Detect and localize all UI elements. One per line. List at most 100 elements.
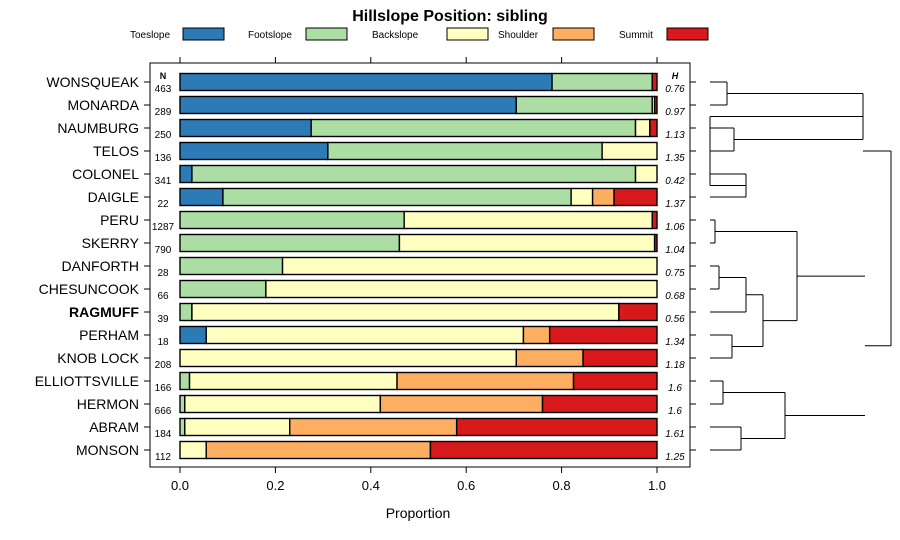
category-label: KNOB LOCK (57, 350, 139, 366)
legend-label-shoulder: Shoulder (498, 30, 539, 41)
bar-segment-backslope (184, 394, 382, 414)
n-value: 66 (157, 291, 169, 302)
category-label: MONARDA (67, 97, 139, 113)
bar-segment-toeslope (179, 118, 312, 138)
bar-segment-footslope (179, 233, 401, 253)
bar-segment-summit (541, 394, 658, 414)
legend-swatch-summit (666, 27, 709, 41)
n-value: 28 (157, 268, 169, 279)
legend-label-footslope: Footslope (248, 30, 292, 41)
bar-segment-summit (651, 210, 658, 230)
h-value: 1.25 (665, 452, 685, 463)
n-value: 184 (155, 429, 172, 440)
bar-segment-backslope (634, 118, 651, 138)
bar-segment-footslope (222, 187, 572, 207)
bar-segment-footslope (179, 417, 186, 437)
bar-segment-shoulder (289, 417, 458, 437)
n-value: 666 (155, 406, 172, 417)
legend-label-backslope: Backslope (372, 30, 419, 41)
bar-segment-shoulder (522, 325, 551, 345)
n-value: 18 (157, 337, 169, 348)
n-value: 790 (155, 245, 172, 256)
bar-segment-summit (653, 95, 658, 115)
category-label: CHESUNCOOK (39, 281, 140, 297)
n-header: N (160, 71, 167, 81)
bar-segment-backslope (265, 279, 658, 299)
bar-segment-backslope (188, 371, 398, 391)
legend-label-summit: Summit (619, 30, 653, 41)
bar-segment-footslope (515, 95, 653, 115)
bar-segment-backslope (570, 187, 594, 207)
bar-segment-summit (429, 440, 658, 460)
bar-segment-footslope (310, 118, 637, 138)
x-tick-label: 0.0 (171, 478, 189, 493)
bar-segment-backslope (191, 302, 620, 322)
category-label: TELOS (93, 143, 139, 159)
n-value: 208 (155, 360, 172, 371)
h-value: 0.68 (665, 291, 685, 302)
h-value: 1.04 (665, 245, 685, 256)
n-value: 166 (155, 383, 172, 394)
bar-segment-backslope (398, 233, 656, 253)
bar-segment-shoulder (515, 348, 584, 368)
x-tick-label: 1.0 (648, 478, 666, 493)
n-value: 39 (157, 314, 169, 325)
category-label: NAUMBURG (57, 120, 139, 136)
h-value: 0.56 (665, 314, 685, 325)
x-tick-label: 0.6 (457, 478, 475, 493)
bar-segment-summit (455, 417, 658, 437)
h-value: 0.97 (665, 107, 685, 118)
n-value: 341 (155, 176, 172, 187)
bar-segment-backslope (179, 348, 517, 368)
n-value: 250 (155, 130, 172, 141)
x-tick-label: 0.4 (362, 478, 380, 493)
h-header: H (672, 71, 679, 81)
bar-segment-toeslope (179, 164, 193, 184)
n-value: 112 (155, 452, 171, 463)
plot-area: 0.0 0.2 0.4 0.6 0.8 1.0 N H WONSQUEAK 463 0.76 MONA… (35, 57, 696, 493)
category-label: RAGMUFF (69, 304, 139, 320)
bar-segment-summit (582, 348, 658, 368)
bar-segment-footslope (551, 72, 653, 92)
legend-label-toeslope: Toeslope (130, 30, 170, 41)
bar-segment-backslope (179, 440, 207, 460)
h-value: 1.6 (668, 406, 682, 417)
category-label: ABRAM (89, 419, 139, 435)
category-label: COLONEL (72, 166, 139, 182)
bar-segment-summit (618, 302, 658, 322)
legend-swatch-backslope (446, 27, 489, 41)
bar-segment-summit (548, 325, 658, 345)
bar-segment-footslope (179, 279, 267, 299)
category-label: DAIGLE (88, 189, 139, 205)
bar-segment-backslope (205, 325, 525, 345)
bar-segment-toeslope (179, 325, 207, 345)
bar-segment-backslope (403, 210, 653, 230)
category-label: PERHAM (79, 327, 139, 343)
bar-segment-shoulder (205, 440, 432, 460)
bar-segment-footslope (179, 371, 191, 391)
legend-swatch-toeslope (182, 27, 225, 41)
n-value: 1287 (152, 222, 175, 233)
chart-title: Hillslope Position: sibling (352, 8, 548, 25)
bar-segment-summit (572, 371, 658, 391)
h-value: 1.35 (665, 153, 685, 164)
bar-segment-footslope (191, 164, 637, 184)
h-value: 1.61 (665, 429, 684, 440)
bar-segment-footslope (179, 256, 284, 276)
panel-border (149, 62, 691, 468)
bar-segment-summit (651, 72, 658, 92)
category-label: PERU (100, 212, 139, 228)
bar-segment-footslope (179, 394, 186, 414)
h-value: 1.06 (665, 222, 685, 233)
h-value: 1.34 (665, 337, 685, 348)
legend-swatch-footslope (305, 27, 348, 41)
category-label: HERMON (77, 396, 139, 412)
h-value: 0.76 (665, 84, 685, 95)
h-value: 1.13 (665, 130, 685, 141)
h-value: 1.37 (665, 199, 685, 210)
bar-segment-shoulder (379, 394, 544, 414)
n-value: 463 (155, 84, 172, 95)
category-label: DANFORTH (61, 258, 139, 274)
h-value: 1.18 (665, 360, 685, 371)
